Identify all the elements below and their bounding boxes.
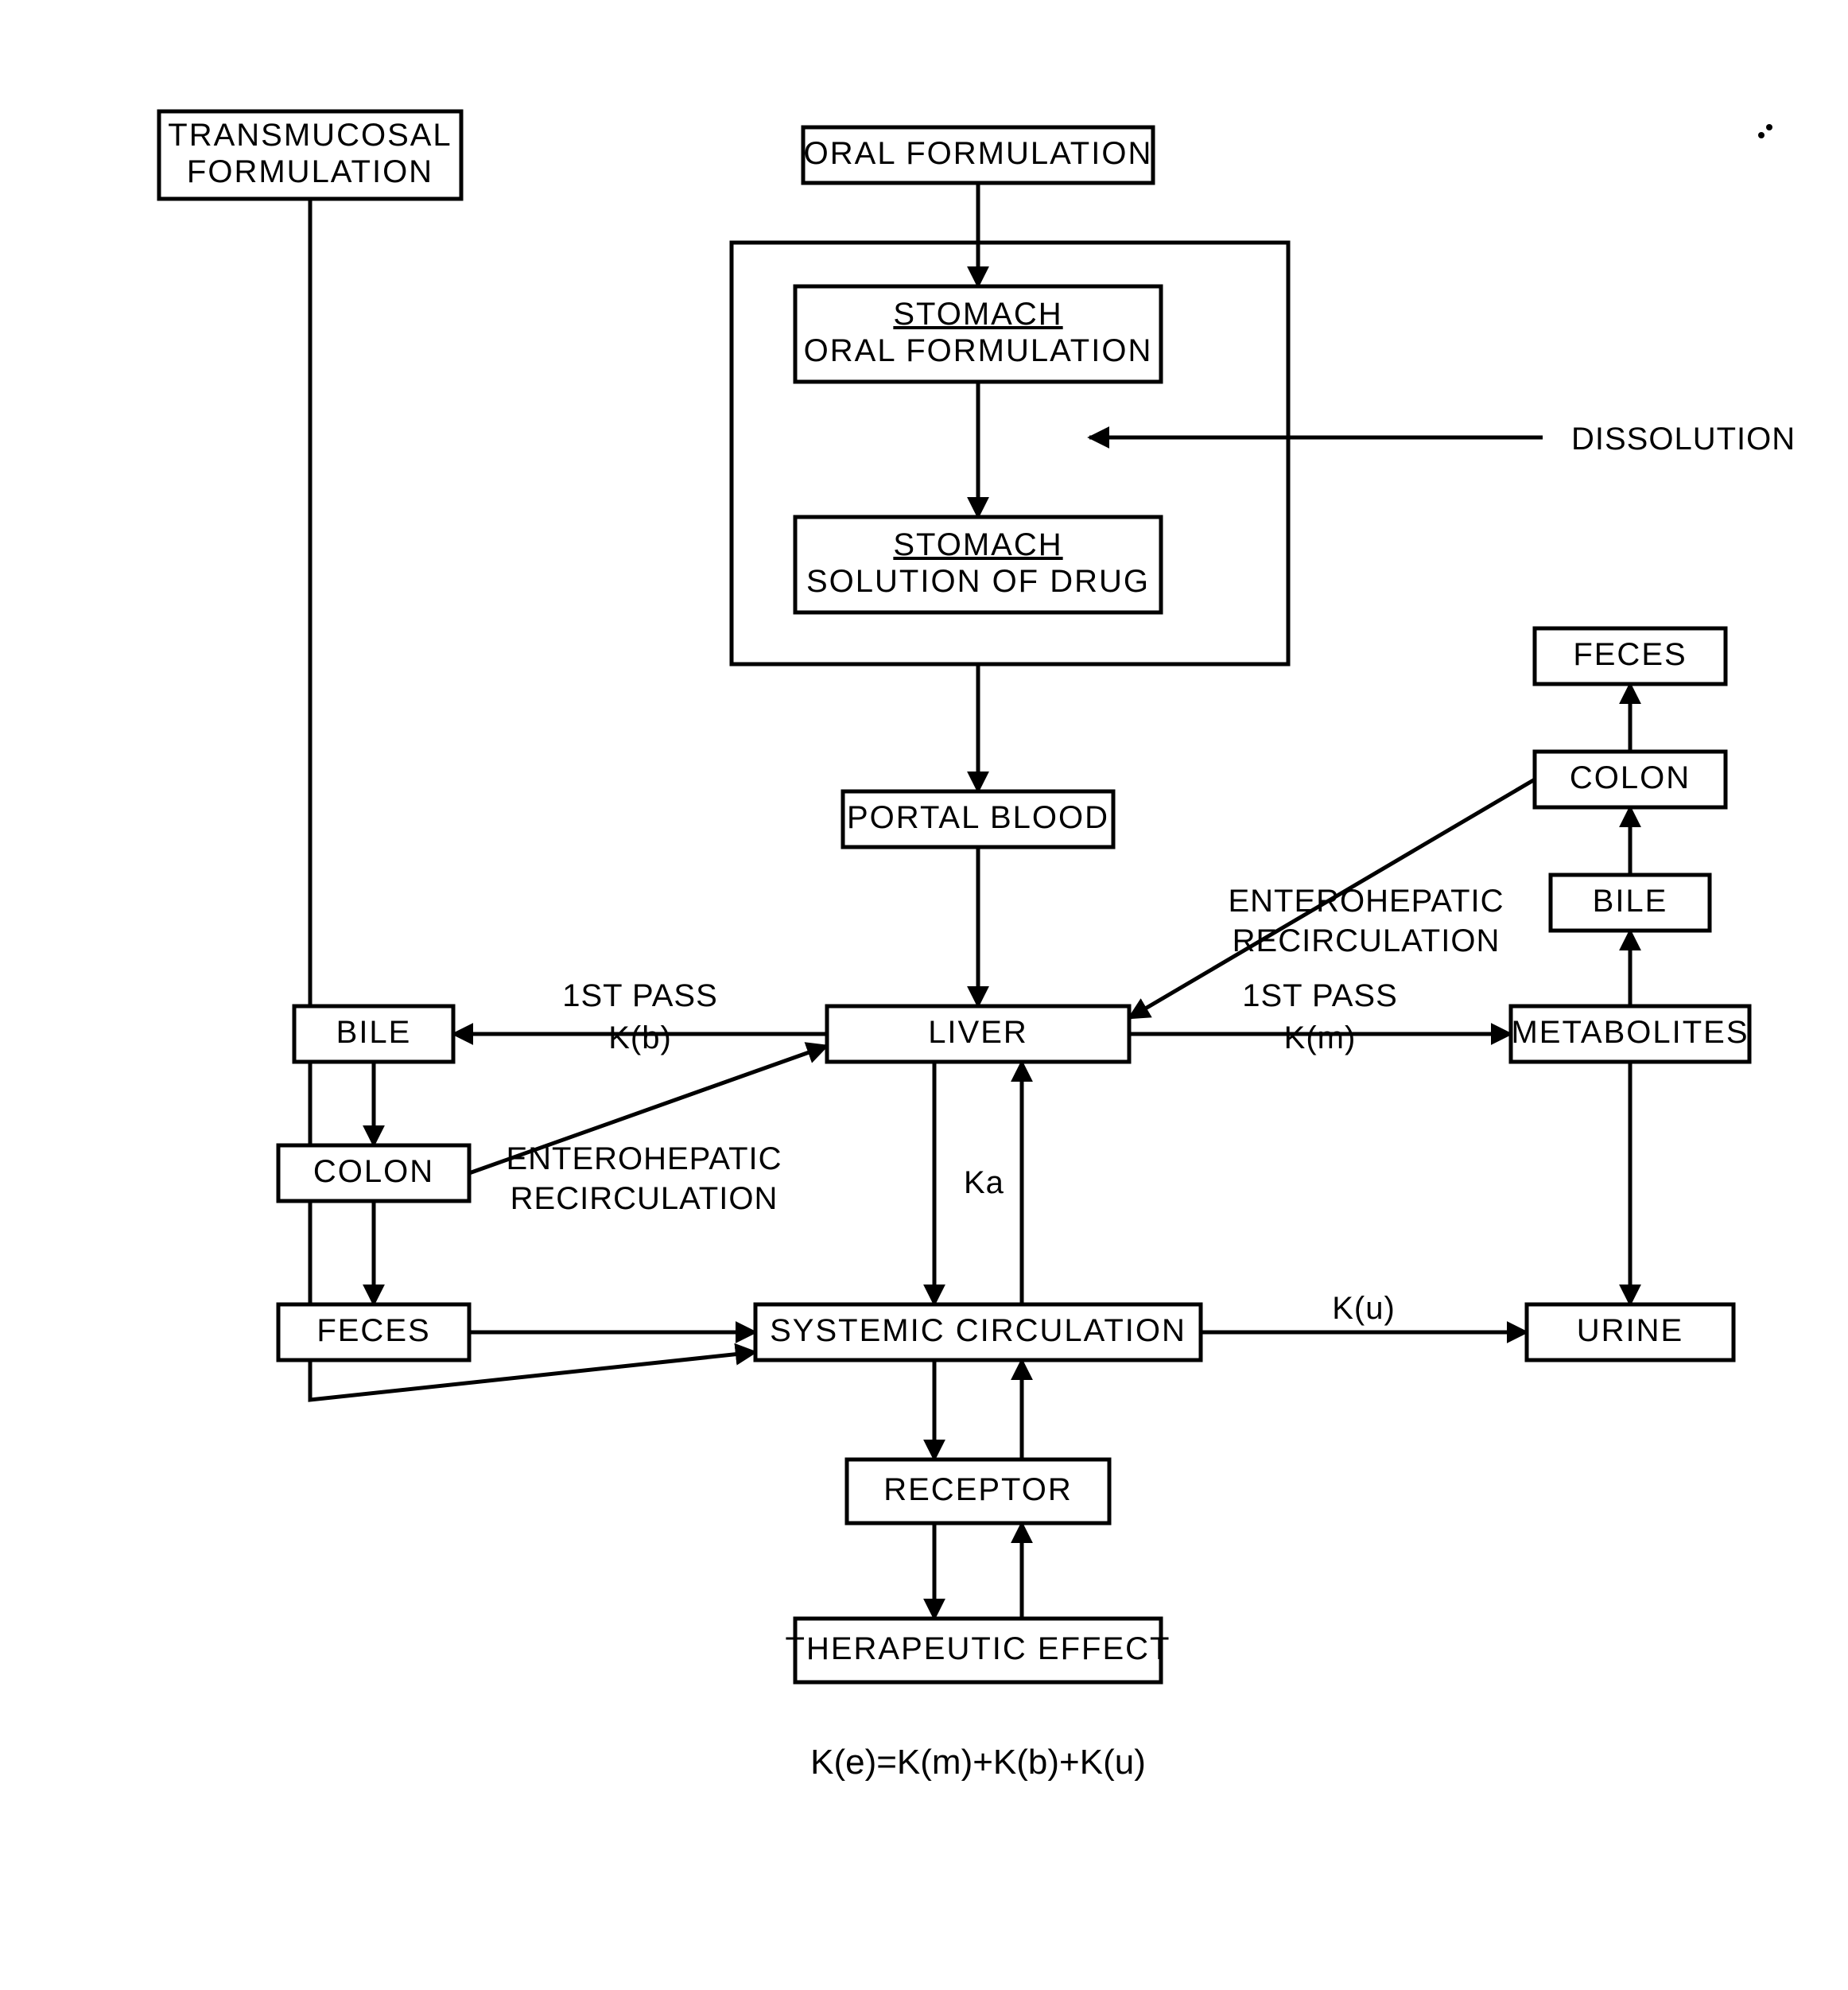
node-colonR-line-0: COLON bbox=[1570, 760, 1691, 795]
node-metabolites: METABOLITES bbox=[1511, 1006, 1749, 1062]
pharmacokinetic-flowchart: TRANSMUCOSALFORMULATIONORAL FORMULATIONS… bbox=[0, 0, 1848, 1990]
node-fecesL: FECES bbox=[278, 1304, 469, 1360]
nodes: TRANSMUCOSALFORMULATIONORAL FORMULATIONS… bbox=[159, 111, 1749, 1682]
label-8: RECIRCULATION bbox=[1233, 923, 1501, 958]
formula-text: K(e)=K(m)+K(b)+K(u) bbox=[810, 1743, 1146, 1782]
node-fecesR: FECES bbox=[1535, 628, 1726, 684]
node-bileR: BILE bbox=[1551, 875, 1710, 931]
label-5: 1ST PASS bbox=[1242, 978, 1398, 1013]
scan-dot-1 bbox=[1766, 124, 1772, 130]
scan-dot-0 bbox=[1758, 132, 1765, 138]
node-stomachOral-header: STOMACH bbox=[893, 297, 1062, 332]
node-stomachSol-header: STOMACH bbox=[893, 527, 1062, 562]
node-transmucosal: TRANSMUCOSALFORMULATION bbox=[159, 111, 461, 199]
node-portalBlood-line-0: PORTAL BLOOD bbox=[847, 800, 1109, 835]
formula: K(e)=K(m)+K(b)+K(u) bbox=[810, 1743, 1146, 1782]
node-metabolites-line-0: METABOLITES bbox=[1511, 1015, 1749, 1050]
arrow bbox=[310, 199, 755, 1400]
node-portalBlood: PORTAL BLOOD bbox=[843, 791, 1113, 847]
node-oralFormulation-line-0: ORAL FORMULATION bbox=[804, 136, 1153, 171]
node-fecesR-line-0: FECES bbox=[1573, 637, 1687, 672]
node-liver-line-0: LIVER bbox=[928, 1015, 1028, 1050]
node-colonL: COLON bbox=[278, 1145, 469, 1201]
node-bileL-line-0: BILE bbox=[336, 1015, 412, 1050]
label-2: K(b) bbox=[608, 1020, 672, 1055]
node-transmucosal-line-0: TRANSMUCOSAL bbox=[168, 118, 452, 153]
node-urine-line-0: URINE bbox=[1577, 1313, 1683, 1348]
label-3: ENTEROHEPATIC bbox=[506, 1141, 782, 1176]
node-therapeutic: THERAPEUTIC EFFECT bbox=[786, 1619, 1171, 1682]
label-1: 1ST PASS bbox=[562, 978, 718, 1013]
node-oralFormulation: ORAL FORMULATION bbox=[803, 127, 1153, 183]
node-bileL: BILE bbox=[294, 1006, 453, 1062]
node-colonL-line-0: COLON bbox=[313, 1154, 434, 1189]
node-stomachOral: STOMACHORAL FORMULATION bbox=[795, 286, 1161, 382]
node-urine: URINE bbox=[1527, 1304, 1733, 1360]
node-fecesL-line-0: FECES bbox=[316, 1313, 430, 1348]
node-liver: LIVER bbox=[827, 1006, 1129, 1062]
node-systemic: SYSTEMIC CIRCULATION bbox=[755, 1304, 1201, 1360]
node-therapeutic-line-0: THERAPEUTIC EFFECT bbox=[786, 1631, 1171, 1666]
label-4: RECIRCULATION bbox=[511, 1181, 778, 1216]
label-0: DISSOLUTION bbox=[1571, 422, 1796, 457]
label-6: K(m) bbox=[1284, 1020, 1357, 1055]
node-systemic-line-0: SYSTEMIC CIRCULATION bbox=[770, 1313, 1186, 1348]
node-receptor: RECEPTOR bbox=[847, 1459, 1109, 1523]
node-stomachSol-line-0: SOLUTION OF DRUG bbox=[806, 564, 1150, 599]
node-transmucosal-line-1: FORMULATION bbox=[187, 154, 433, 189]
node-colonR: COLON bbox=[1535, 752, 1726, 807]
node-receptor-line-0: RECEPTOR bbox=[883, 1472, 1073, 1507]
node-stomachSol: STOMACHSOLUTION OF DRUG bbox=[795, 517, 1161, 612]
node-stomachOral-line-0: ORAL FORMULATION bbox=[804, 333, 1153, 368]
label-10: K(u) bbox=[1332, 1291, 1396, 1326]
label-9: Ka bbox=[964, 1165, 1004, 1200]
node-bileR-line-0: BILE bbox=[1593, 884, 1668, 919]
label-7: ENTEROHEPATIC bbox=[1228, 884, 1504, 919]
